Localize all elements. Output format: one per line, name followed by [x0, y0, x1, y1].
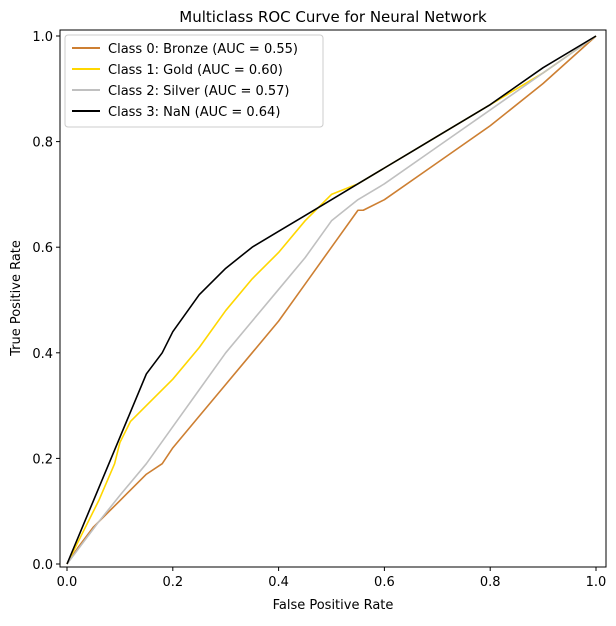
x-tick-label: 0.0 — [57, 575, 78, 590]
legend-label-class-0: Class 0: Bronze (AUC = 0.55) — [108, 42, 298, 57]
plot-frame — [59, 29, 607, 568]
series-line-class-2 — [66, 35, 597, 565]
y-axis-label: True Positive Rate — [9, 240, 24, 357]
legend-box — [64, 34, 324, 128]
y-axis-ticks: 0.0 0.2 0.4 0.6 0.8 1.0 — [32, 30, 60, 573]
series-line-class-0 — [66, 35, 597, 565]
x-tick-label: 0.8 — [480, 575, 501, 590]
y-tick-label: 1.0 — [32, 30, 53, 45]
y-tick-label: 0.2 — [32, 452, 53, 467]
x-tick-label: 0.6 — [374, 575, 395, 590]
legend-label-class-2: Class 2: Silver (AUC = 0.57) — [108, 84, 290, 99]
x-axis-label: False Positive Rate — [273, 598, 394, 613]
x-axis-ticks: 0.0 0.2 0.4 0.6 0.8 1.0 — [57, 567, 607, 590]
legend: Class 0: Bronze (AUC = 0.55) Class 1: Gol… — [64, 34, 324, 128]
y-tick-label: 0.0 — [32, 558, 53, 573]
y-tick-label: 0.4 — [32, 347, 53, 362]
plot-series-group — [66, 35, 597, 565]
chart-title: Multiclass ROC Curve for Neural Network — [179, 8, 487, 26]
legend-label-class-1: Class 1: Gold (AUC = 0.60) — [108, 63, 283, 78]
x-tick-label: 0.4 — [268, 575, 289, 590]
y-tick-label: 0.6 — [32, 241, 53, 256]
series-line-class-3 — [66, 35, 597, 565]
x-tick-label: 0.2 — [162, 575, 183, 590]
y-tick-label: 0.8 — [32, 136, 53, 151]
legend-label-class-3: Class 3: NaN (AUC = 0.64) — [108, 105, 280, 120]
x-tick-label: 1.0 — [586, 575, 607, 590]
